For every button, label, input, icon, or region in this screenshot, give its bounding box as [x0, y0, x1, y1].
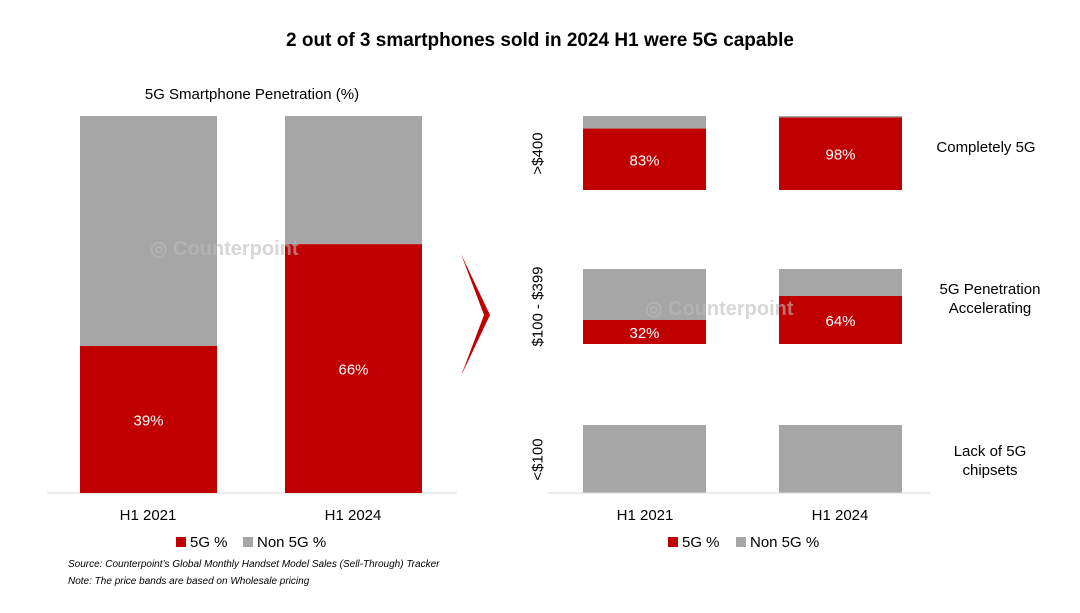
data-label: 66%: [338, 362, 368, 379]
price-band-label: <$100: [529, 438, 547, 481]
bar-non5g: [80, 116, 217, 346]
bar-5g: [285, 244, 422, 493]
legend-5g: 5G %: [176, 534, 228, 551]
data-label: 32%: [629, 325, 659, 342]
data-label: 39%: [133, 412, 163, 429]
data-label: 98%: [825, 147, 855, 164]
bar-5g: [779, 296, 902, 344]
watermark-logo: ◎ Counterpoint: [150, 238, 299, 260]
bar-non5g: [779, 425, 902, 493]
watermark-logo: ◎ Counterpoint: [645, 298, 794, 320]
x-tick-label: H1 2024: [324, 507, 382, 524]
bar-non5g: [583, 425, 706, 493]
left-chart-title: 5G Smartphone Penetration (%): [144, 86, 360, 103]
chart-title: 2 out of 3 smartphones sold in 2024 H1 w…: [286, 30, 794, 51]
bar-non5g: [779, 116, 902, 118]
bar-5g: [583, 128, 706, 190]
legend-swatch: [243, 537, 253, 547]
legend-swatch: [668, 537, 678, 547]
source-note: Source: Counterpoint’s Global Monthly Ha…: [68, 559, 440, 570]
bar-non5g: [583, 269, 706, 320]
panel-annotation: Lack of 5G chipsets: [953, 443, 1027, 479]
data-label: 64%: [825, 313, 855, 330]
x-tick-label: H1 2021: [616, 507, 674, 524]
bar-non5g: [285, 116, 422, 245]
pricing-note: Note: The price bands are based on Whole…: [68, 576, 310, 587]
data-label: 83%: [629, 152, 659, 169]
legend-5g: 5G %: [668, 534, 720, 551]
legend-non5g: Non 5G %: [736, 534, 819, 551]
legend-swatch: [736, 537, 746, 547]
legend-non5g: Non 5G %: [243, 534, 326, 551]
x-tick-label: H1 2024: [811, 507, 869, 524]
bar-non5g: [779, 269, 902, 296]
price-band-label: >$400: [529, 132, 547, 175]
chevron-arrow-icon: [461, 254, 490, 376]
bar-non5g: [583, 116, 706, 129]
legend-swatch: [176, 537, 186, 547]
panel-annotation: Completely 5G: [936, 139, 1036, 156]
panel-annotation: 5G Penetration Accelerating: [939, 281, 1041, 317]
price-band-label: $100 - $399: [529, 266, 547, 347]
bar-5g: [583, 320, 706, 344]
bar-5g: [80, 345, 217, 493]
x-tick-label: H1 2021: [119, 507, 177, 524]
bar-5g: [779, 117, 902, 190]
